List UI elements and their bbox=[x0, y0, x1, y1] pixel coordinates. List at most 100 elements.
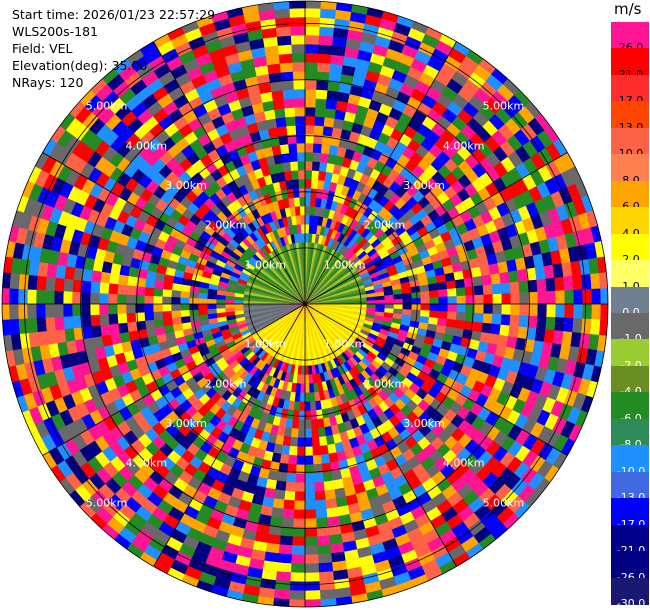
velocity-gate bbox=[64, 454, 81, 473]
velocity-gate bbox=[222, 332, 233, 341]
velocity-gate bbox=[326, 516, 340, 527]
velocity-gate bbox=[438, 529, 457, 545]
velocity-gate bbox=[520, 190, 535, 207]
velocity-gate bbox=[232, 210, 243, 222]
velocity-gate bbox=[108, 440, 125, 457]
velocity-gate bbox=[345, 216, 355, 228]
velocity-gate bbox=[114, 352, 127, 365]
velocity-gate bbox=[596, 334, 607, 353]
velocity-gate bbox=[465, 304, 475, 314]
velocity-gate bbox=[408, 274, 419, 283]
velocity-gate bbox=[110, 135, 126, 152]
near-field-cell bbox=[306, 305, 359, 338]
velocity-gate bbox=[343, 349, 353, 360]
velocity-gate bbox=[486, 253, 498, 266]
velocity-gate bbox=[492, 430, 508, 447]
near-field-cell bbox=[306, 252, 342, 303]
velocity-gate bbox=[435, 274, 446, 284]
velocity-gate bbox=[254, 65, 270, 77]
velocity-gate bbox=[152, 559, 171, 574]
velocity-gate bbox=[509, 359, 522, 374]
velocity-gate bbox=[162, 296, 172, 304]
velocity-gate bbox=[323, 117, 335, 128]
velocity-gate bbox=[543, 368, 556, 386]
velocity-gate bbox=[316, 418, 325, 429]
velocity-gate bbox=[352, 426, 364, 438]
velocity-gate bbox=[334, 109, 347, 121]
velocity-gate bbox=[207, 376, 219, 388]
velocity-gate bbox=[64, 151, 81, 170]
velocity-gate bbox=[353, 259, 363, 268]
velocity-gate bbox=[100, 226, 114, 241]
velocity-gate bbox=[225, 242, 237, 252]
velocity-gate bbox=[399, 276, 410, 284]
velocity-gate bbox=[304, 473, 315, 483]
velocity-gate bbox=[182, 327, 194, 337]
velocity-gate bbox=[274, 8, 291, 19]
velocity-gate bbox=[217, 103, 232, 117]
velocity-gate bbox=[488, 206, 502, 221]
velocity-gate bbox=[284, 481, 296, 492]
velocity-gate bbox=[344, 391, 354, 402]
velocity-gate bbox=[466, 347, 478, 360]
velocity-gate bbox=[375, 304, 385, 309]
velocity-gate bbox=[154, 463, 170, 478]
velocity-gate bbox=[220, 348, 231, 358]
velocity-gate bbox=[399, 347, 411, 357]
velocity-gate bbox=[76, 189, 90, 206]
velocity-gate bbox=[506, 409, 521, 426]
velocity-gate bbox=[402, 236, 414, 247]
velocity-gate bbox=[348, 254, 358, 263]
velocity-gate bbox=[348, 399, 358, 410]
velocity-gate bbox=[345, 38, 362, 51]
velocity-gate bbox=[82, 325, 93, 339]
velocity-gate bbox=[394, 339, 405, 348]
velocity-gate bbox=[162, 491, 179, 507]
velocity-gate bbox=[292, 62, 306, 72]
velocity-gate bbox=[305, 107, 316, 117]
velocity-gate bbox=[130, 78, 148, 96]
velocity-gate bbox=[515, 146, 531, 164]
velocity-gate bbox=[534, 477, 551, 496]
start-time-line: Start time: 2026/01/23 22:57:29 bbox=[12, 6, 215, 23]
velocity-gate bbox=[119, 331, 131, 343]
velocity-gate bbox=[338, 83, 353, 95]
velocity-gate bbox=[410, 315, 421, 323]
velocity-gate bbox=[402, 309, 412, 316]
velocity-gate bbox=[466, 474, 483, 491]
velocity-gate bbox=[305, 8, 322, 18]
velocity-gate bbox=[208, 220, 220, 232]
velocity-gate bbox=[564, 359, 577, 377]
velocity-gate bbox=[346, 347, 355, 357]
velocity-gate bbox=[394, 197, 407, 210]
velocity-gate bbox=[110, 332, 122, 345]
velocity-gate bbox=[295, 116, 306, 126]
velocity-gate bbox=[391, 69, 408, 84]
velocity-gate bbox=[376, 263, 387, 272]
velocity-gate bbox=[411, 297, 421, 305]
velocity-gate bbox=[361, 275, 372, 283]
velocity-gate bbox=[392, 387, 405, 399]
velocity-gate bbox=[337, 233, 346, 243]
velocity-gate bbox=[400, 416, 413, 430]
colorbar-swatch bbox=[611, 524, 649, 552]
velocity-gate bbox=[550, 250, 562, 266]
velocity-gate bbox=[534, 113, 551, 131]
velocity-gate bbox=[196, 219, 209, 231]
velocity-gate bbox=[235, 508, 250, 521]
velocity-gate bbox=[315, 526, 330, 537]
velocity-gate bbox=[355, 58, 371, 71]
velocity-gate bbox=[389, 327, 400, 335]
velocity-gate bbox=[289, 0, 307, 9]
velocity-gate bbox=[199, 91, 215, 105]
colorbar-swatch bbox=[611, 286, 649, 314]
velocity-gate bbox=[191, 399, 205, 412]
velocity-gate bbox=[175, 137, 190, 152]
velocity-gate bbox=[148, 55, 167, 72]
velocity-gate bbox=[36, 289, 46, 304]
velocity-gate bbox=[251, 208, 261, 220]
velocity-gate bbox=[198, 202, 211, 215]
velocity-gate bbox=[286, 363, 293, 374]
velocity-gate bbox=[455, 287, 466, 297]
velocity-gate bbox=[390, 524, 407, 539]
